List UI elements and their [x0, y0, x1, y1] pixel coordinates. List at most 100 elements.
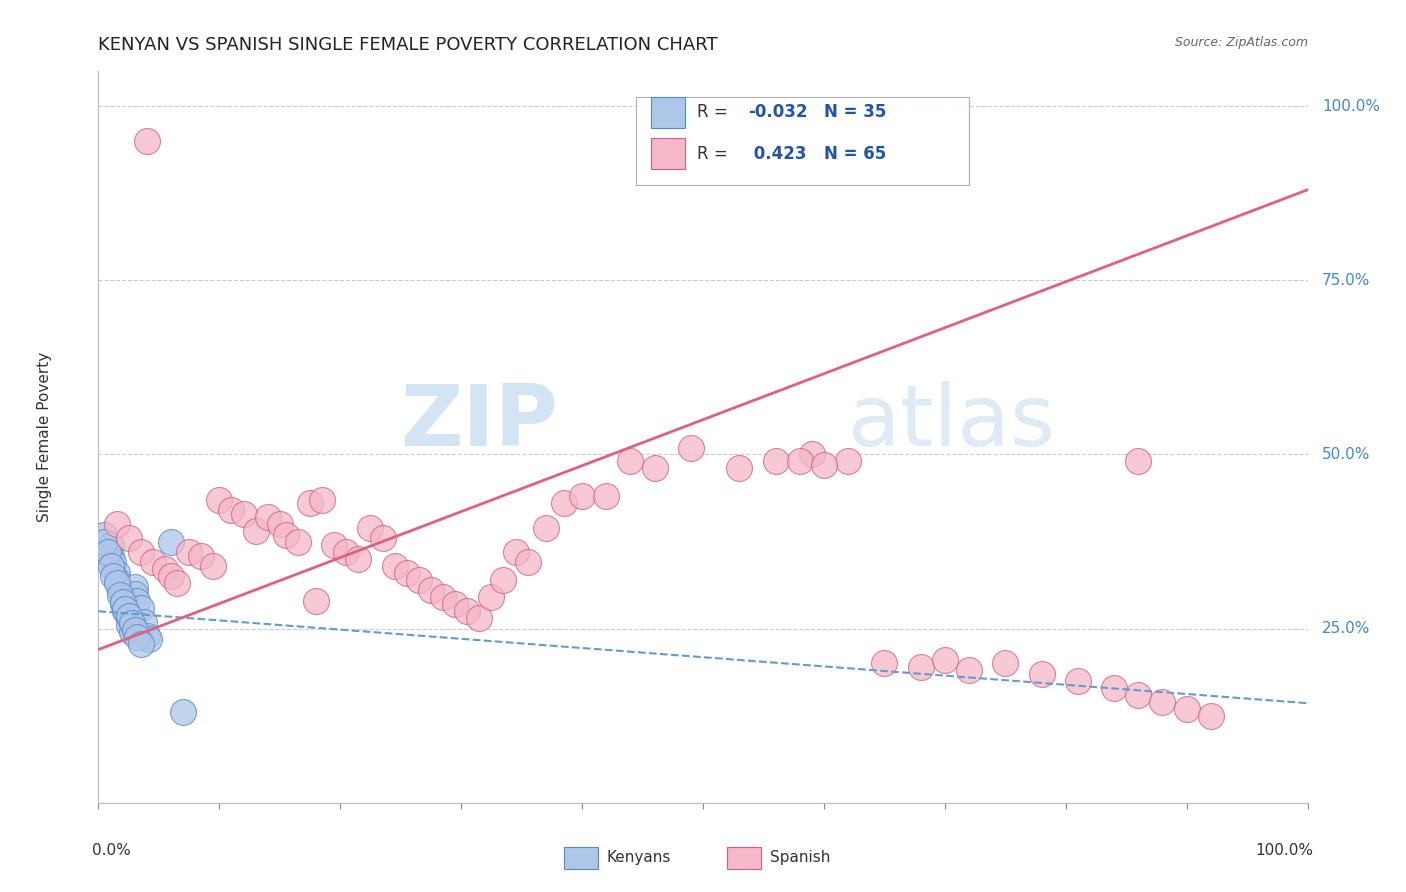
Point — [534, 521, 557, 535]
Point — [679, 441, 702, 455]
Point — [481, 591, 503, 605]
Point — [105, 517, 128, 532]
Text: 100.0%: 100.0% — [1256, 843, 1313, 858]
Point — [384, 558, 406, 573]
Point — [124, 580, 146, 594]
Point — [100, 549, 122, 563]
Point — [492, 573, 515, 587]
FancyBboxPatch shape — [651, 138, 685, 169]
Text: Source: ZipAtlas.com: Source: ZipAtlas.com — [1174, 36, 1308, 49]
Point — [360, 521, 382, 535]
Point — [456, 604, 478, 618]
Point — [118, 618, 141, 632]
Text: 100.0%: 100.0% — [1322, 99, 1381, 113]
Point — [111, 595, 134, 609]
FancyBboxPatch shape — [651, 97, 685, 128]
Point — [100, 538, 122, 552]
Point — [371, 531, 394, 545]
Text: N = 35: N = 35 — [824, 103, 886, 121]
Point — [105, 566, 128, 580]
Point — [245, 524, 267, 538]
Text: ZIP: ZIP — [401, 381, 558, 464]
Point — [468, 611, 491, 625]
Point — [111, 597, 134, 611]
Text: KENYAN VS SPANISH SINGLE FEMALE POVERTY CORRELATION CHART: KENYAN VS SPANISH SINGLE FEMALE POVERTY … — [98, 36, 718, 54]
Point — [274, 527, 297, 541]
Point — [118, 609, 141, 624]
Point — [108, 583, 131, 598]
Point — [299, 496, 322, 510]
FancyBboxPatch shape — [637, 97, 969, 185]
Point — [1102, 681, 1125, 695]
Point — [100, 558, 122, 573]
Point — [172, 705, 194, 719]
Point — [129, 600, 152, 615]
Point — [105, 576, 128, 591]
Point — [127, 594, 149, 608]
Text: R =: R = — [697, 145, 733, 162]
Text: R =: R = — [697, 103, 733, 121]
Point — [111, 591, 134, 605]
Text: Spanish: Spanish — [769, 850, 830, 865]
Point — [160, 534, 183, 549]
FancyBboxPatch shape — [727, 847, 761, 869]
Point — [408, 573, 430, 587]
Point — [129, 637, 152, 651]
Point — [121, 616, 143, 631]
Point — [108, 588, 131, 602]
Point — [1128, 454, 1150, 468]
Point — [1031, 667, 1053, 681]
Point — [516, 556, 538, 570]
Point — [347, 552, 370, 566]
Point — [765, 454, 787, 468]
Point — [873, 657, 896, 671]
Point — [444, 597, 467, 611]
Point — [105, 573, 128, 587]
Point — [179, 545, 201, 559]
Text: 75.0%: 75.0% — [1322, 273, 1371, 288]
Text: -0.032: -0.032 — [748, 103, 807, 121]
Point — [93, 527, 115, 541]
Point — [269, 517, 291, 532]
Text: 0.0%: 0.0% — [93, 843, 131, 858]
Point — [135, 629, 157, 643]
Point — [97, 545, 120, 559]
Point — [190, 549, 212, 563]
Point — [166, 576, 188, 591]
Point — [813, 458, 835, 472]
Point — [395, 566, 418, 580]
Point — [1199, 708, 1222, 723]
Point — [101, 556, 124, 570]
Point — [420, 583, 443, 598]
Text: Kenyans: Kenyans — [606, 850, 671, 865]
Point — [114, 602, 136, 616]
Point — [619, 454, 641, 468]
Point — [571, 489, 593, 503]
Point — [837, 454, 859, 468]
Text: 25.0%: 25.0% — [1322, 621, 1371, 636]
Text: 0.423: 0.423 — [748, 145, 806, 162]
Point — [160, 569, 183, 583]
Point — [134, 615, 156, 629]
FancyBboxPatch shape — [564, 847, 598, 869]
Text: N = 65: N = 65 — [824, 145, 886, 162]
Point — [114, 604, 136, 618]
Text: Single Female Poverty: Single Female Poverty — [37, 352, 52, 522]
Point — [135, 134, 157, 148]
Point — [221, 503, 243, 517]
Point — [934, 653, 956, 667]
Text: atlas: atlas — [848, 381, 1056, 464]
Point — [118, 611, 141, 625]
Point — [124, 623, 146, 637]
Point — [323, 538, 346, 552]
Point — [305, 594, 328, 608]
Point — [121, 625, 143, 640]
Point — [129, 545, 152, 559]
Point — [335, 545, 357, 559]
Point — [644, 461, 666, 475]
Point — [789, 454, 811, 468]
Point — [93, 534, 115, 549]
Point — [800, 448, 823, 462]
Point — [1067, 673, 1090, 688]
Point — [127, 630, 149, 644]
